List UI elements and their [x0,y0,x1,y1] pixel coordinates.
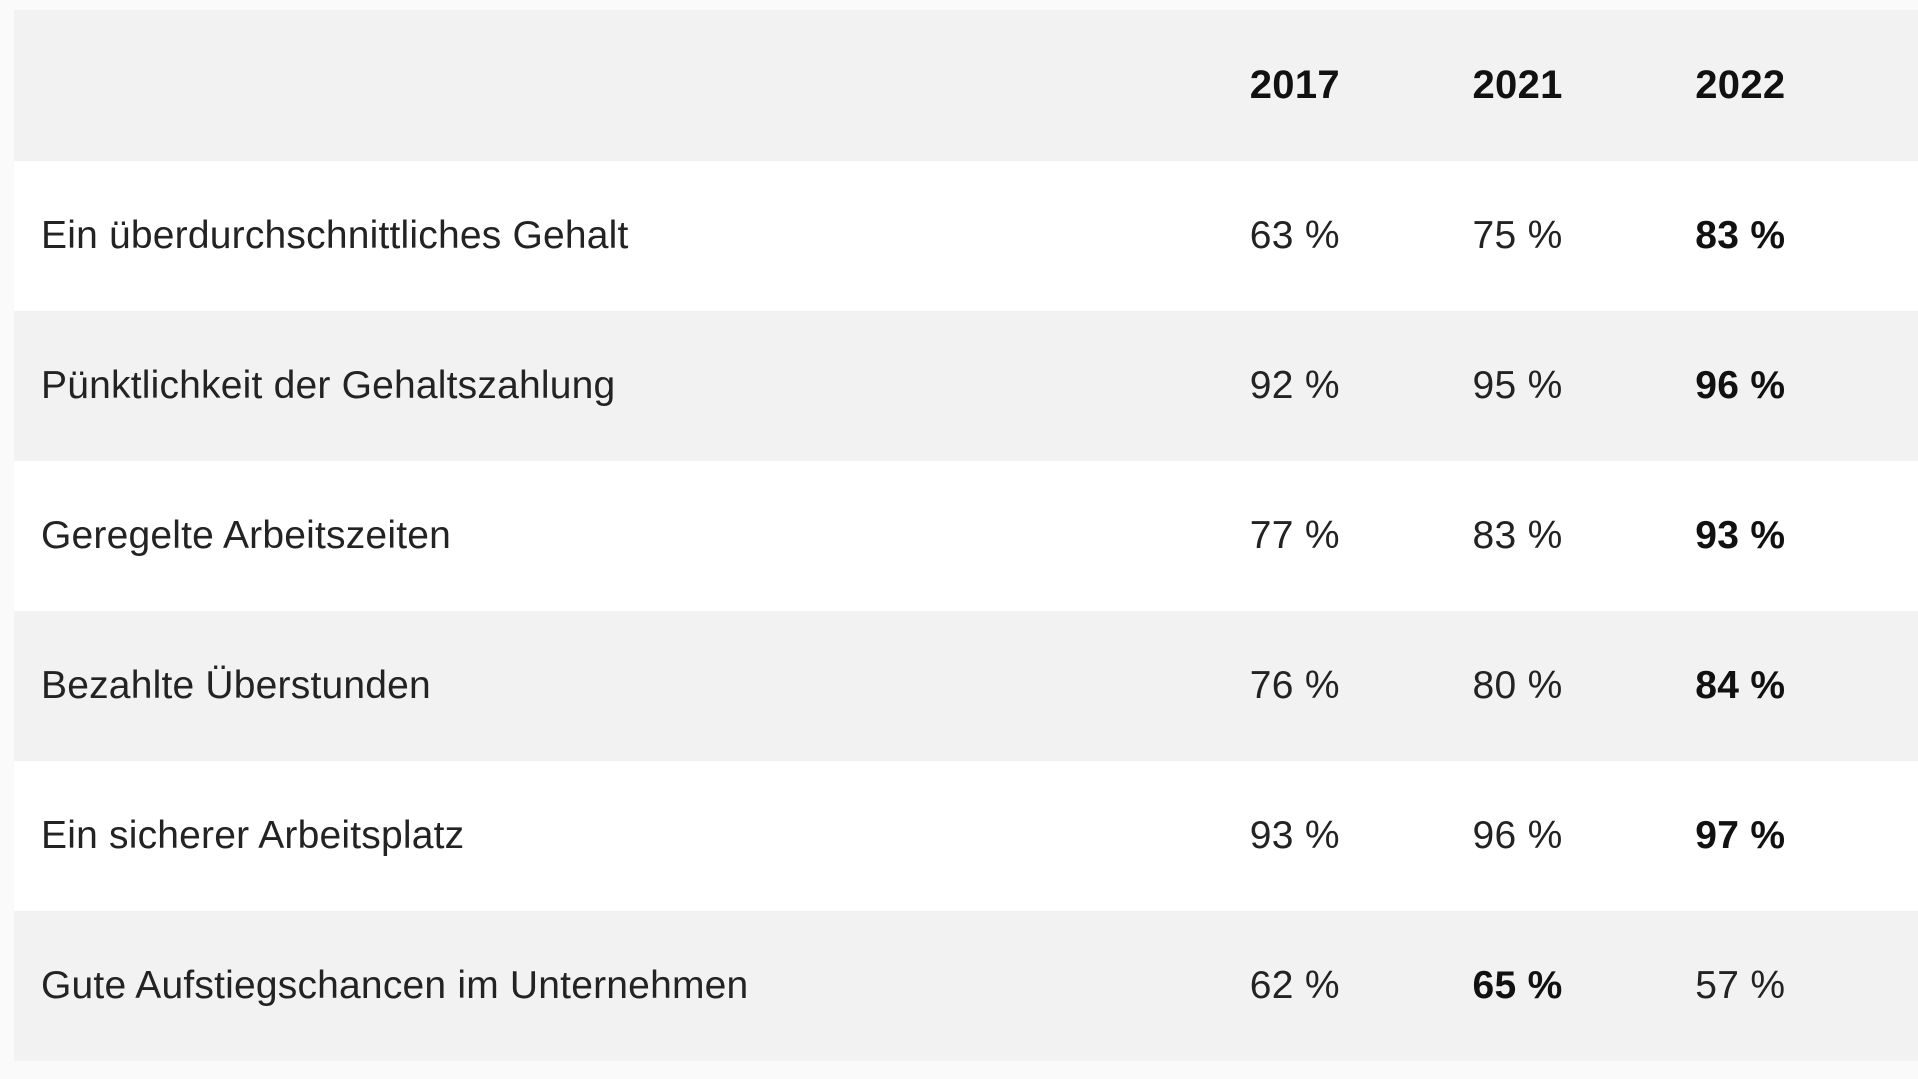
column-header-2017: 2017 [1249,63,1340,107]
value-cell: 93 % [1249,814,1340,857]
row-label: Ein sicherer Arbeitsplatz [41,814,465,857]
value-cell: 96 % [1472,814,1563,857]
value-cell: 75 % [1472,214,1563,257]
value-cell: 95 % [1472,364,1563,407]
table-header-row: 2017 2021 2022 [14,10,1918,161]
value-cell: 57 % [1695,964,1786,1007]
table-row: Geregelte Arbeitszeiten 77 % 83 % 93 % [14,461,1918,611]
value-cell: 92 % [1249,364,1340,407]
value-cell: 80 % [1472,664,1563,707]
row-label: Gute Aufstiegschancen im Unternehmen [41,964,749,1007]
table-row: Bezahlte Überstunden 76 % 80 % 84 % [14,611,1918,761]
row-label: Ein überdurchschnittliches Gehalt [41,214,629,257]
column-header-2022: 2022 [1695,63,1786,107]
value-cell: 83 % [1472,514,1563,557]
value-cell: 62 % [1249,964,1340,1007]
value-cell: 65 % [1472,964,1563,1007]
value-cell: 63 % [1249,214,1340,257]
value-cell: 84 % [1695,664,1786,707]
value-cell: 97 % [1695,814,1786,857]
row-label: Bezahlte Überstunden [41,664,431,707]
value-cell: 93 % [1695,514,1786,557]
row-label: Geregelte Arbeitszeiten [41,514,452,557]
table-row: Ein sicherer Arbeitsplatz 93 % 96 % 97 % [14,761,1918,911]
table-row: Pünktlichkeit der Gehaltszahlung 92 % 95… [14,311,1918,461]
value-cell: 77 % [1249,514,1340,557]
column-header-2021: 2021 [1472,63,1563,107]
data-table: 2017 2021 2022 Ein überdurchschnittliche… [14,10,1918,1061]
row-label: Pünktlichkeit der Gehaltszahlung [41,364,616,407]
value-cell: 76 % [1249,664,1340,707]
value-cell: 83 % [1695,214,1786,257]
table-row: Gute Aufstiegschancen im Unternehmen 62 … [14,911,1918,1061]
table-row: Ein überdurchschnittliches Gehalt 63 % 7… [14,161,1918,311]
value-cell: 96 % [1695,364,1786,407]
